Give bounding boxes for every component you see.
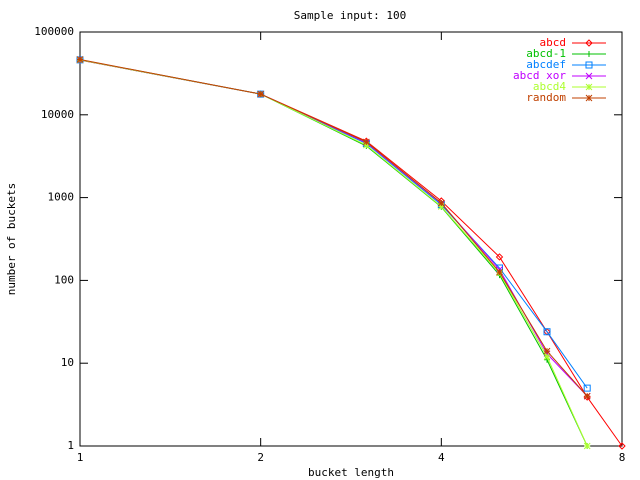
legend-label: abcdef (526, 58, 566, 71)
chart-title: Sample input: 100 (294, 9, 407, 22)
x-axis-label: bucket length (308, 466, 394, 479)
legend-label: abcd (540, 36, 567, 49)
point-marker (585, 94, 593, 102)
y-axis-label: number of buckets (5, 183, 18, 296)
point-marker (583, 384, 591, 392)
point-marker (496, 268, 503, 276)
legend-label: abcd xor (513, 69, 566, 82)
point-marker (543, 347, 551, 355)
point-marker (495, 253, 504, 261)
point-marker (585, 61, 593, 69)
x-tick-label: 1 (77, 451, 84, 464)
legend-label: random (526, 91, 566, 104)
y-tick-label: 100 (54, 273, 74, 286)
y-tick-label: 1 (67, 439, 74, 452)
point-marker (586, 51, 592, 57)
point-marker (257, 90, 265, 98)
point-marker (257, 90, 265, 98)
point-marker (543, 328, 551, 336)
point-marker (583, 392, 591, 400)
x-tick-label: 2 (257, 451, 264, 464)
point-marker (583, 442, 591, 450)
plot-border (79, 31, 623, 447)
x-tick-label: 4 (438, 451, 445, 464)
point-marker (585, 72, 593, 80)
point-marker (437, 203, 445, 210)
x-tick-label: 8 (619, 451, 626, 464)
y-tick-label: 100000 (34, 25, 74, 38)
y-tick-label: 10000 (41, 108, 74, 121)
point-marker (585, 39, 593, 47)
legend-label: abcd4 (533, 80, 566, 93)
y-tick-label: 1000 (48, 191, 75, 204)
y-tick-label: 10 (61, 356, 74, 369)
point-marker (543, 353, 551, 360)
point-marker (362, 138, 370, 146)
point-marker (585, 83, 593, 91)
point-marker (76, 56, 84, 63)
point-marker (437, 199, 445, 207)
point-marker (76, 56, 84, 64)
point-marker (618, 442, 626, 450)
legend-label: abcd-1 (526, 47, 566, 60)
point-marker (362, 141, 370, 149)
